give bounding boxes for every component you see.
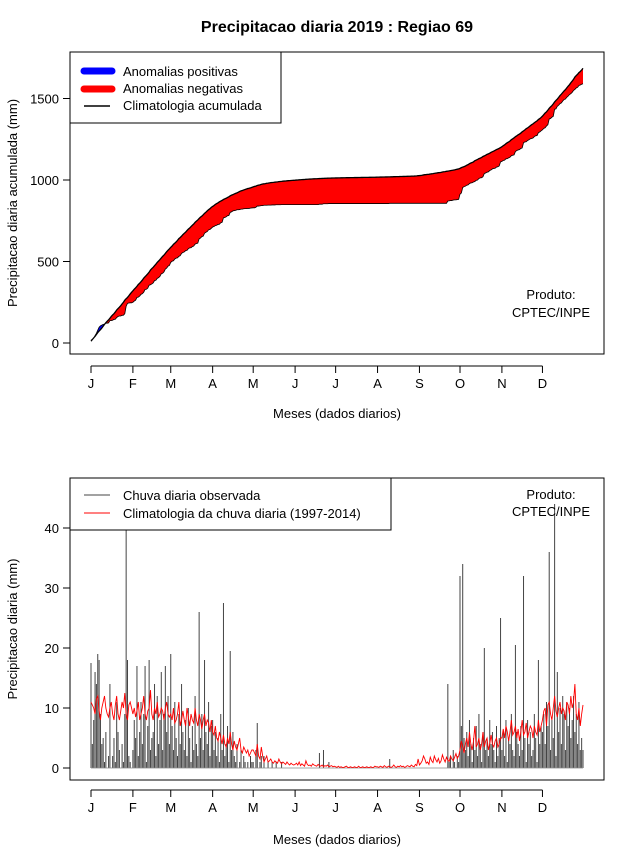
bottom-y-tick-label: 30 (45, 581, 59, 596)
top-legend: Anomalias positivas Anomalias negativas … (69, 51, 282, 124)
top-x-tick-label: M (165, 376, 176, 391)
bottom-annotation-line1: Produto: (526, 487, 575, 502)
bottom-x-tick-label: S (415, 800, 424, 815)
top-x-tick-label: O (455, 376, 465, 391)
top-x-tick-label: D (538, 376, 547, 391)
top-x-tick-label: A (373, 376, 382, 391)
observed-bars (90, 492, 584, 769)
top-x-tick-label: J (332, 376, 339, 391)
top-x-tick-label: S (415, 376, 424, 391)
top-x-tick-label: N (497, 376, 506, 391)
legend-label-observed: Chuva diaria observada (123, 488, 261, 503)
bottom-x-tick-label: A (208, 800, 217, 815)
bottom-x-tick-label: M (165, 800, 176, 815)
top-y-axis-label: Precipitacao diaria acumulada (mm) (5, 99, 20, 307)
bottom-x-tick-label: A (373, 800, 382, 815)
top-x-tick-label: J (292, 376, 299, 391)
top-x-tick-label: F (129, 376, 137, 391)
bottom-y-tick-label: 40 (45, 521, 59, 536)
climatology-line-group (90, 683, 584, 768)
bottom-x-tick-label: N (497, 800, 506, 815)
bottom-y-axis-label: Precipitacao diaria (mm) (5, 559, 20, 700)
top-x-tick-label: J (88, 376, 95, 391)
top-x-tick-label: M (248, 376, 259, 391)
daily-climatology-line (90, 683, 584, 768)
bottom-x-tick-label: J (332, 800, 339, 815)
top-y-tick-label: 1500 (30, 92, 59, 107)
cumulative-chart: 0 500 1000 1500 J F M A M J J A S O N D Meses (dados d… (5, 51, 605, 421)
observed-cumulative-line (90, 83, 584, 341)
top-y-tick-label: 1000 (30, 173, 59, 188)
top-x-tick-label: A (208, 376, 217, 391)
legend-label-positive: Anomalias positivas (123, 64, 238, 79)
bottom-x-tick-label: J (88, 800, 95, 815)
bottom-x-tick-label: O (455, 800, 465, 815)
bottom-legend-box (69, 477, 392, 531)
chart-title: Precipitacao diaria 2019 : Regiao 69 (201, 19, 473, 36)
bottom-y-axis: 0 10 20 30 40 (45, 521, 71, 776)
bottom-x-axis-label: Meses (dados diarios) (273, 832, 401, 847)
anomaly-fills (90, 67, 584, 342)
top-x-axis-label: Meses (dados diarios) (273, 406, 401, 421)
bottom-y-tick-label: 0 (52, 761, 59, 776)
bottom-x-tick-label: J (292, 800, 299, 815)
daily-chart: 0 10 20 30 40 J F M A M J J A S O N D Meses (dados diar… (5, 477, 605, 847)
legend-label-daily-climatology: Climatologia da chuva diaria (1997-2014) (123, 506, 361, 521)
climatology-cumulative-line (90, 67, 584, 342)
bottom-y-tick-label: 10 (45, 701, 59, 716)
legend-label-negative: Anomalias negativas (123, 81, 243, 96)
top-y-tick-label: 0 (52, 336, 59, 351)
legend-label-climatology: Climatologia acumulada (123, 98, 263, 113)
top-annotation-line2: CPTEC/INPE (512, 305, 590, 320)
top-y-tick-label: 500 (37, 255, 59, 270)
bottom-y-tick-label: 20 (45, 641, 59, 656)
bottom-annotation-line2: CPTEC/INPE (512, 504, 590, 519)
bottom-x-tick-label: D (538, 800, 547, 815)
top-annotation-line1: Produto: (526, 287, 575, 302)
top-y-axis: 0 500 1000 1500 (30, 92, 71, 351)
bottom-legend: Chuva diaria observada Climatologia da c… (69, 477, 392, 531)
bottom-x-tick-label: M (248, 800, 259, 815)
bottom-x-tick-label: F (129, 800, 137, 815)
